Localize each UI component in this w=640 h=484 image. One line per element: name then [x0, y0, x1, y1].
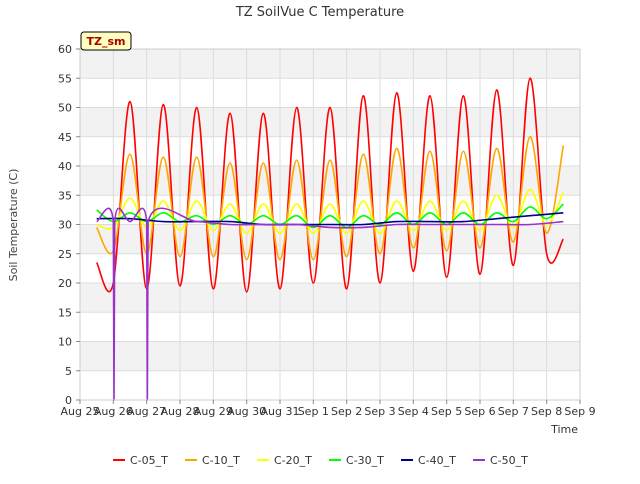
legend-item-c-30-t: C-30_T — [329, 454, 384, 467]
y-tick-label: 15 — [58, 306, 72, 319]
legend-label: C-05_T — [130, 454, 168, 467]
x-tick-label: Sep 1 — [298, 405, 329, 418]
y-tick-label: 20 — [58, 277, 72, 290]
x-tick-label: Aug 29 — [194, 405, 233, 418]
grid-band — [80, 107, 580, 137]
series-line-c-05-t — [95, 77, 565, 293]
grid-band — [80, 224, 580, 254]
x-tick-label: Aug 27 — [127, 405, 166, 418]
x-tick-label: Aug 28 — [161, 405, 200, 418]
y-tick-label: 45 — [58, 131, 72, 144]
x-tick-label: Sep 8 — [531, 405, 562, 418]
legend-item-c-20-t: C-20_T — [257, 454, 312, 467]
grid-band — [80, 283, 580, 313]
y-tick-label: 35 — [58, 189, 72, 202]
legend-item-c-40-t: C-40_T — [401, 454, 456, 467]
y-tick-label: 60 — [58, 43, 72, 56]
y-tick-label: 10 — [58, 336, 72, 349]
legend: C-05_T C-10_T C-20_T C-30_T C-40_T C-50_T — [113, 454, 528, 467]
y-tick-label: 5 — [65, 365, 72, 378]
series-line-c-10-t — [95, 135, 565, 261]
x-tick-label: Sep 5 — [431, 405, 462, 418]
y-tick-label: 55 — [58, 72, 72, 85]
legend-label: C-40_T — [418, 454, 456, 467]
legend-item-c-50-t: C-50_T — [473, 454, 528, 467]
x-tick-label: Sep 3 — [364, 405, 395, 418]
legend-label: C-20_T — [274, 454, 312, 467]
series-layer — [95, 77, 565, 401]
x-tick-label: Aug 30 — [227, 405, 266, 418]
y-tick-label: 30 — [58, 219, 72, 232]
badge: TZ_sm — [80, 31, 132, 51]
x-tick-label: Sep 6 — [464, 405, 495, 418]
legend-label: C-10_T — [202, 454, 240, 467]
series-line-c-30-t — [96, 203, 564, 229]
x-tick-label: Sep 2 — [331, 405, 362, 418]
chart-title: TZ SoilVue C Temperature — [235, 5, 404, 20]
y-tick-label: 40 — [58, 160, 72, 173]
y-tick-label: 25 — [58, 248, 72, 261]
x-tick-label: Sep 7 — [498, 405, 529, 418]
grid-band — [80, 166, 580, 196]
legend-item-c-10-t: C-10_T — [185, 454, 240, 467]
legend-item-c-05-t: C-05_T — [113, 454, 168, 467]
x-tick-label: Aug 26 — [94, 405, 133, 418]
badge-label: TZ_sm — [87, 35, 126, 48]
grid-band — [80, 49, 580, 79]
series-line-c-40-t — [96, 212, 564, 226]
badge-box — [80, 31, 132, 51]
grid-band — [80, 341, 580, 371]
x-tick-label: Aug 31 — [261, 405, 300, 418]
y-tick-label: 0 — [65, 394, 72, 407]
legend-label: C-30_T — [346, 454, 384, 467]
y-tick-label: 50 — [58, 102, 72, 115]
y-axis-label: Soil Temperature (C) — [7, 169, 20, 282]
legend-label: C-50_T — [490, 454, 528, 467]
x-tick-label: Sep 9 — [564, 405, 595, 418]
x-tick-label: Sep 4 — [398, 405, 429, 418]
x-axis-label: Time — [550, 423, 578, 436]
series-line-c-50-t — [95, 207, 564, 401]
x-tick-label: Aug 25 — [61, 405, 100, 418]
